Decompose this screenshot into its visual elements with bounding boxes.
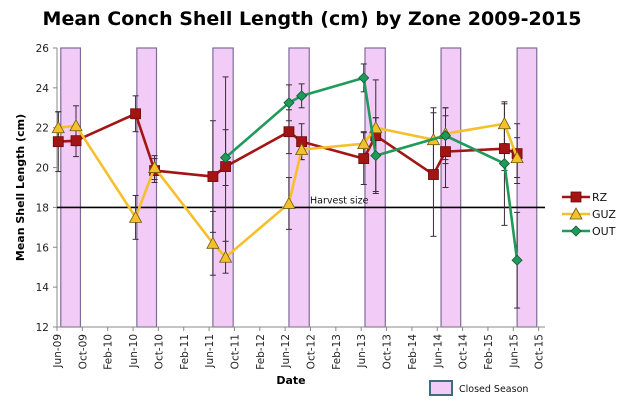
x-tick-label: Jun-10 [128, 334, 140, 369]
y-tick-label: 18 [36, 202, 49, 214]
chart-title: Mean Conch Shell Length (cm) by Zone 200… [42, 8, 582, 30]
data-point-guz [128, 210, 143, 223]
x-tick-label: Jun-15 [508, 334, 520, 369]
data-point-out [358, 72, 370, 84]
data-point-guz [497, 116, 512, 130]
data-point-out [498, 158, 510, 170]
closed-season-bar [212, 47, 234, 328]
y-tick-label: 12 [36, 322, 49, 334]
x-tick-label: Oct-10 [153, 334, 165, 369]
data-point-rz [130, 108, 141, 120]
legend-label-rz: RZ [592, 191, 608, 204]
data-point-rz [283, 126, 295, 138]
x-tick-label: Oct-11 [229, 334, 241, 369]
closed-season-bar [516, 47, 538, 328]
data-point-guz [69, 118, 83, 132]
y-tick-label: 20 [36, 163, 49, 175]
legend-closed-season-swatch [429, 380, 453, 396]
data-point-out [511, 254, 523, 266]
data-point-rz [70, 135, 82, 147]
data-point-rz [207, 171, 219, 182]
data-point-rz [428, 169, 439, 180]
x-tick-label: Jun-14 [432, 334, 444, 369]
data-point-out [439, 130, 452, 142]
x-tick-label: Feb-11 [179, 334, 191, 370]
y-tick-label: 16 [36, 242, 50, 254]
legend-label-guz: GUZ [592, 208, 616, 221]
data-point-guz [206, 236, 220, 249]
data-point-guz [218, 250, 233, 263]
data-point-guz [294, 142, 309, 156]
y-tick-label: 22 [36, 123, 49, 135]
y-tick-label: 26 [36, 43, 50, 55]
data-point-guz [357, 136, 371, 150]
data-point-out [283, 97, 295, 109]
x-tick-label: Feb-12 [255, 334, 267, 370]
data-point-guz [510, 150, 524, 164]
y-tick-label: 24 [36, 83, 50, 95]
legend-label-out: OUT [592, 225, 616, 238]
x-tick-label: Oct-14 [458, 334, 470, 370]
closed-season-bar [60, 47, 82, 328]
y-axis-label: Mean Shell Length (cm) [14, 114, 27, 261]
data-point-rz [499, 143, 510, 155]
x-tick-label: Oct-12 [306, 334, 318, 369]
x-tick-label: Feb-10 [103, 334, 115, 370]
x-axis-label: Date [276, 374, 305, 387]
data-point-rz [52, 136, 64, 148]
closed-season-bar [364, 47, 386, 328]
x-tick-label: Jun-12 [280, 334, 292, 369]
x-tick-label: Feb-14 [407, 334, 419, 370]
x-tick-label: Oct-13 [382, 334, 394, 369]
harvest-size-label: Harvest size [310, 195, 369, 206]
x-tick-label: Jun-09 [52, 334, 64, 369]
data-point-out [370, 150, 382, 162]
data-point-guz [282, 196, 296, 209]
data-point-out [296, 90, 308, 102]
data-point-rz [440, 146, 451, 158]
data-point-out [220, 152, 232, 164]
x-tick-label: Oct-09 [77, 334, 89, 369]
legend-marker-guz [569, 207, 583, 220]
data-point-guz [51, 120, 65, 134]
x-tick-label: Jun-13 [356, 334, 368, 369]
y-tick-label: 14 [36, 282, 50, 294]
x-tick-label: Feb-13 [331, 334, 343, 370]
data-point-rz [358, 153, 370, 165]
x-tick-label: Jun-11 [204, 334, 216, 369]
x-tick-label: Feb-15 [483, 334, 495, 370]
legend-marker-out [570, 225, 582, 237]
x-tick-label: Oct-15 [534, 334, 546, 369]
legend-marker-rz [570, 191, 582, 203]
data-point-guz [147, 160, 162, 173]
legend-closed-season-label: Closed Season [459, 384, 528, 395]
